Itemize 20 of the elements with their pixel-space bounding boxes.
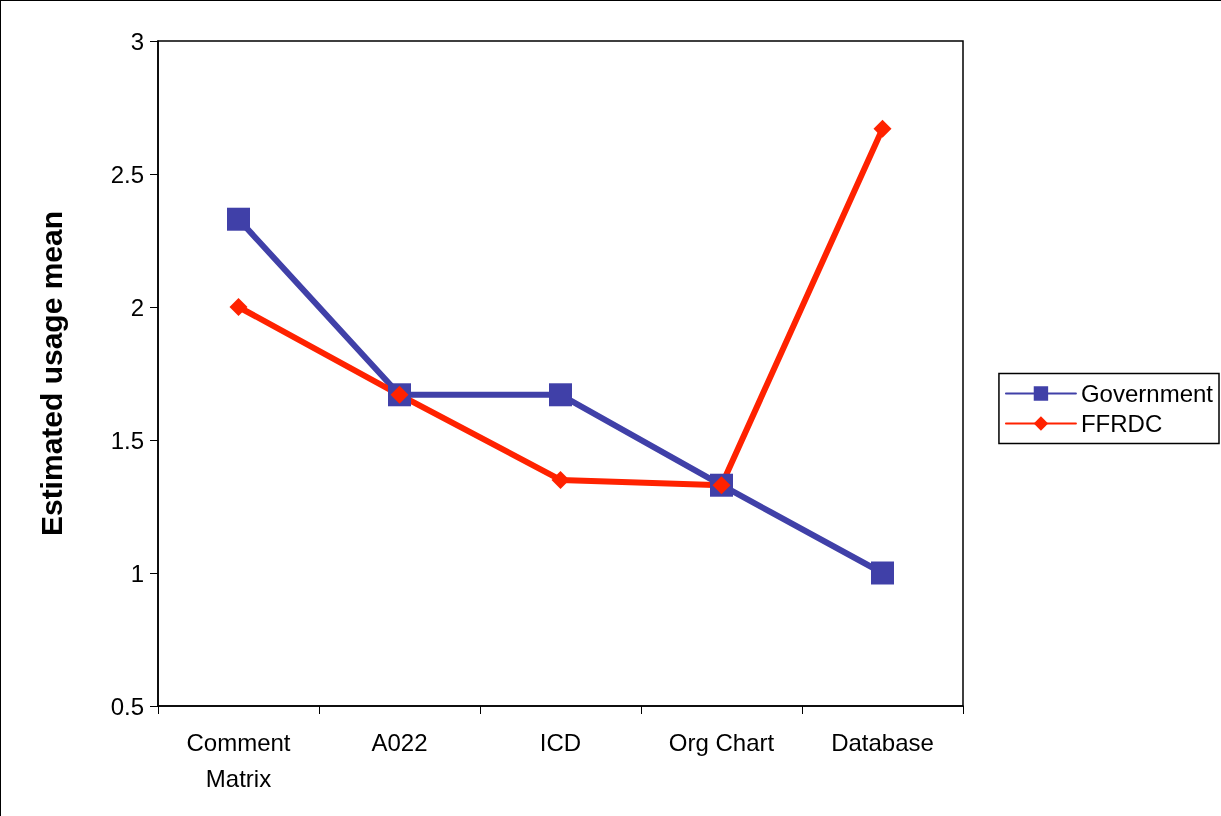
x-tick-label: ICD bbox=[539, 728, 582, 756]
x-tick-label: Database bbox=[831, 728, 934, 756]
x-tick-label: Comment Matrix bbox=[186, 728, 291, 792]
y-tick-label: 0.5 bbox=[110, 692, 144, 720]
y-tick-label: 1 bbox=[130, 559, 144, 587]
legend-label: FFRDC bbox=[1080, 410, 1163, 437]
y-tick-label: 2 bbox=[130, 293, 144, 321]
point bbox=[871, 561, 894, 585]
y-tick-label: 3 bbox=[130, 27, 144, 55]
legend-label: Government bbox=[1080, 380, 1214, 407]
point bbox=[229, 298, 248, 316]
x-tick-label: A022 bbox=[371, 728, 428, 756]
y-tick-label: 2.5 bbox=[110, 160, 144, 188]
y-tick-label: 1.5 bbox=[110, 426, 144, 454]
point bbox=[549, 383, 572, 407]
x-tick-label: Org Chart bbox=[668, 728, 775, 756]
y-axis-title: Estimated usage mean bbox=[34, 210, 68, 537]
point bbox=[551, 470, 570, 489]
point bbox=[227, 207, 250, 231]
point bbox=[873, 119, 892, 138]
